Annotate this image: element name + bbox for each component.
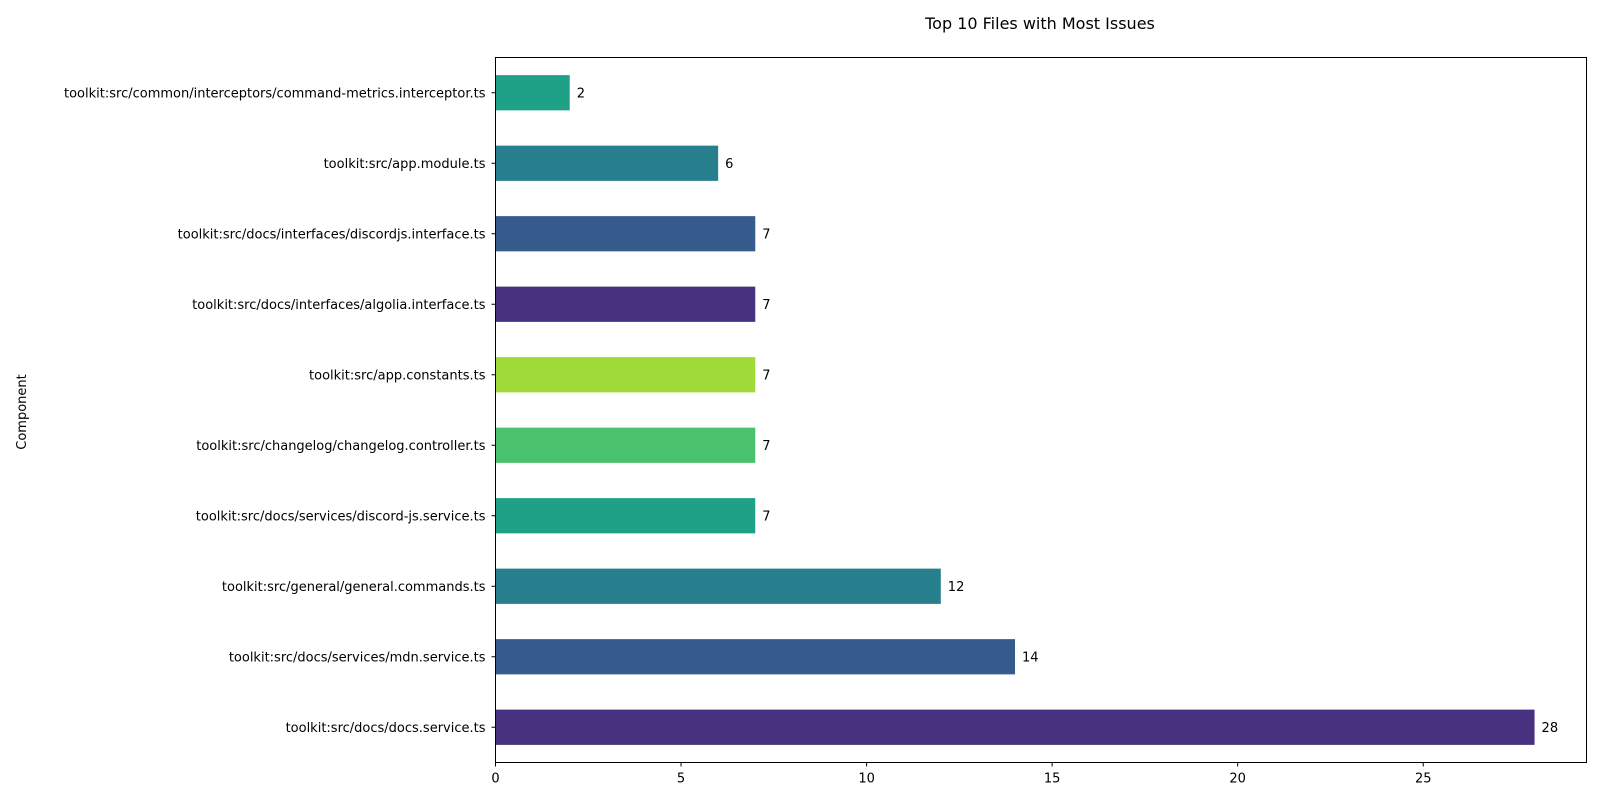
bar — [495, 639, 1016, 675]
bar-value-label: 2 — [577, 86, 585, 101]
y-tick-label: toolkit:src/docs/interfaces/algolia.inte… — [192, 298, 486, 313]
labels-layer: 28 14 12 7 7 7 7 7 6 2 — [577, 86, 1558, 736]
bar — [495, 709, 1535, 745]
bar-value-label: 12 — [948, 580, 965, 595]
x-tick-label: 20 — [1229, 772, 1246, 787]
y-tick-label: toolkit:src/general/general.commands.ts — [222, 580, 486, 595]
x-tick-label: 0 — [491, 772, 499, 787]
x-tick-label: 10 — [858, 772, 875, 787]
bar-value-label: 28 — [1542, 721, 1559, 736]
y-axis-title: Component — [15, 374, 30, 449]
y-tick-label: toolkit:src/changelog/changelog.controll… — [196, 439, 485, 454]
y-tick-label: toolkit:src/docs/services/discord-js.ser… — [196, 509, 486, 524]
bar-value-label: 7 — [762, 368, 770, 383]
bar — [495, 75, 570, 111]
y-tick-label: toolkit:src/app.constants.ts — [309, 368, 486, 383]
y-tick-label: toolkit:src/docs/interfaces/discordjs.in… — [178, 227, 486, 242]
x-tick-label: 15 — [1044, 772, 1061, 787]
bar — [495, 568, 941, 604]
chart-title: Top 10 Files with Most Issues — [924, 14, 1155, 33]
bars-layer — [495, 75, 1535, 745]
y-tick-label: toolkit:src/docs/services/mdn.service.ts — [229, 650, 486, 665]
y-tick-label: toolkit:src/common/interceptors/command-… — [64, 86, 486, 101]
bar-value-label: 6 — [725, 157, 733, 172]
bar — [495, 145, 719, 181]
x-tick-label: 25 — [1415, 772, 1432, 787]
bar-value-label: 7 — [762, 227, 770, 242]
bar-value-label: 7 — [762, 439, 770, 454]
ticks-layer: toolkit:src/docs/docs.service.ts toolkit:… — [64, 86, 1431, 786]
bar — [495, 427, 756, 463]
bar — [495, 216, 756, 252]
bar-value-label: 7 — [762, 298, 770, 313]
bar — [495, 286, 756, 322]
x-tick-label: 5 — [677, 772, 685, 787]
plot-frame — [495, 57, 1587, 763]
bar — [495, 498, 756, 534]
y-tick-label: toolkit:src/docs/docs.service.ts — [286, 721, 486, 736]
y-tick-label: toolkit:src/app.module.ts — [324, 157, 486, 172]
bar-value-label: 7 — [762, 509, 770, 524]
bar-value-label: 14 — [1022, 650, 1039, 665]
bar — [495, 357, 756, 393]
